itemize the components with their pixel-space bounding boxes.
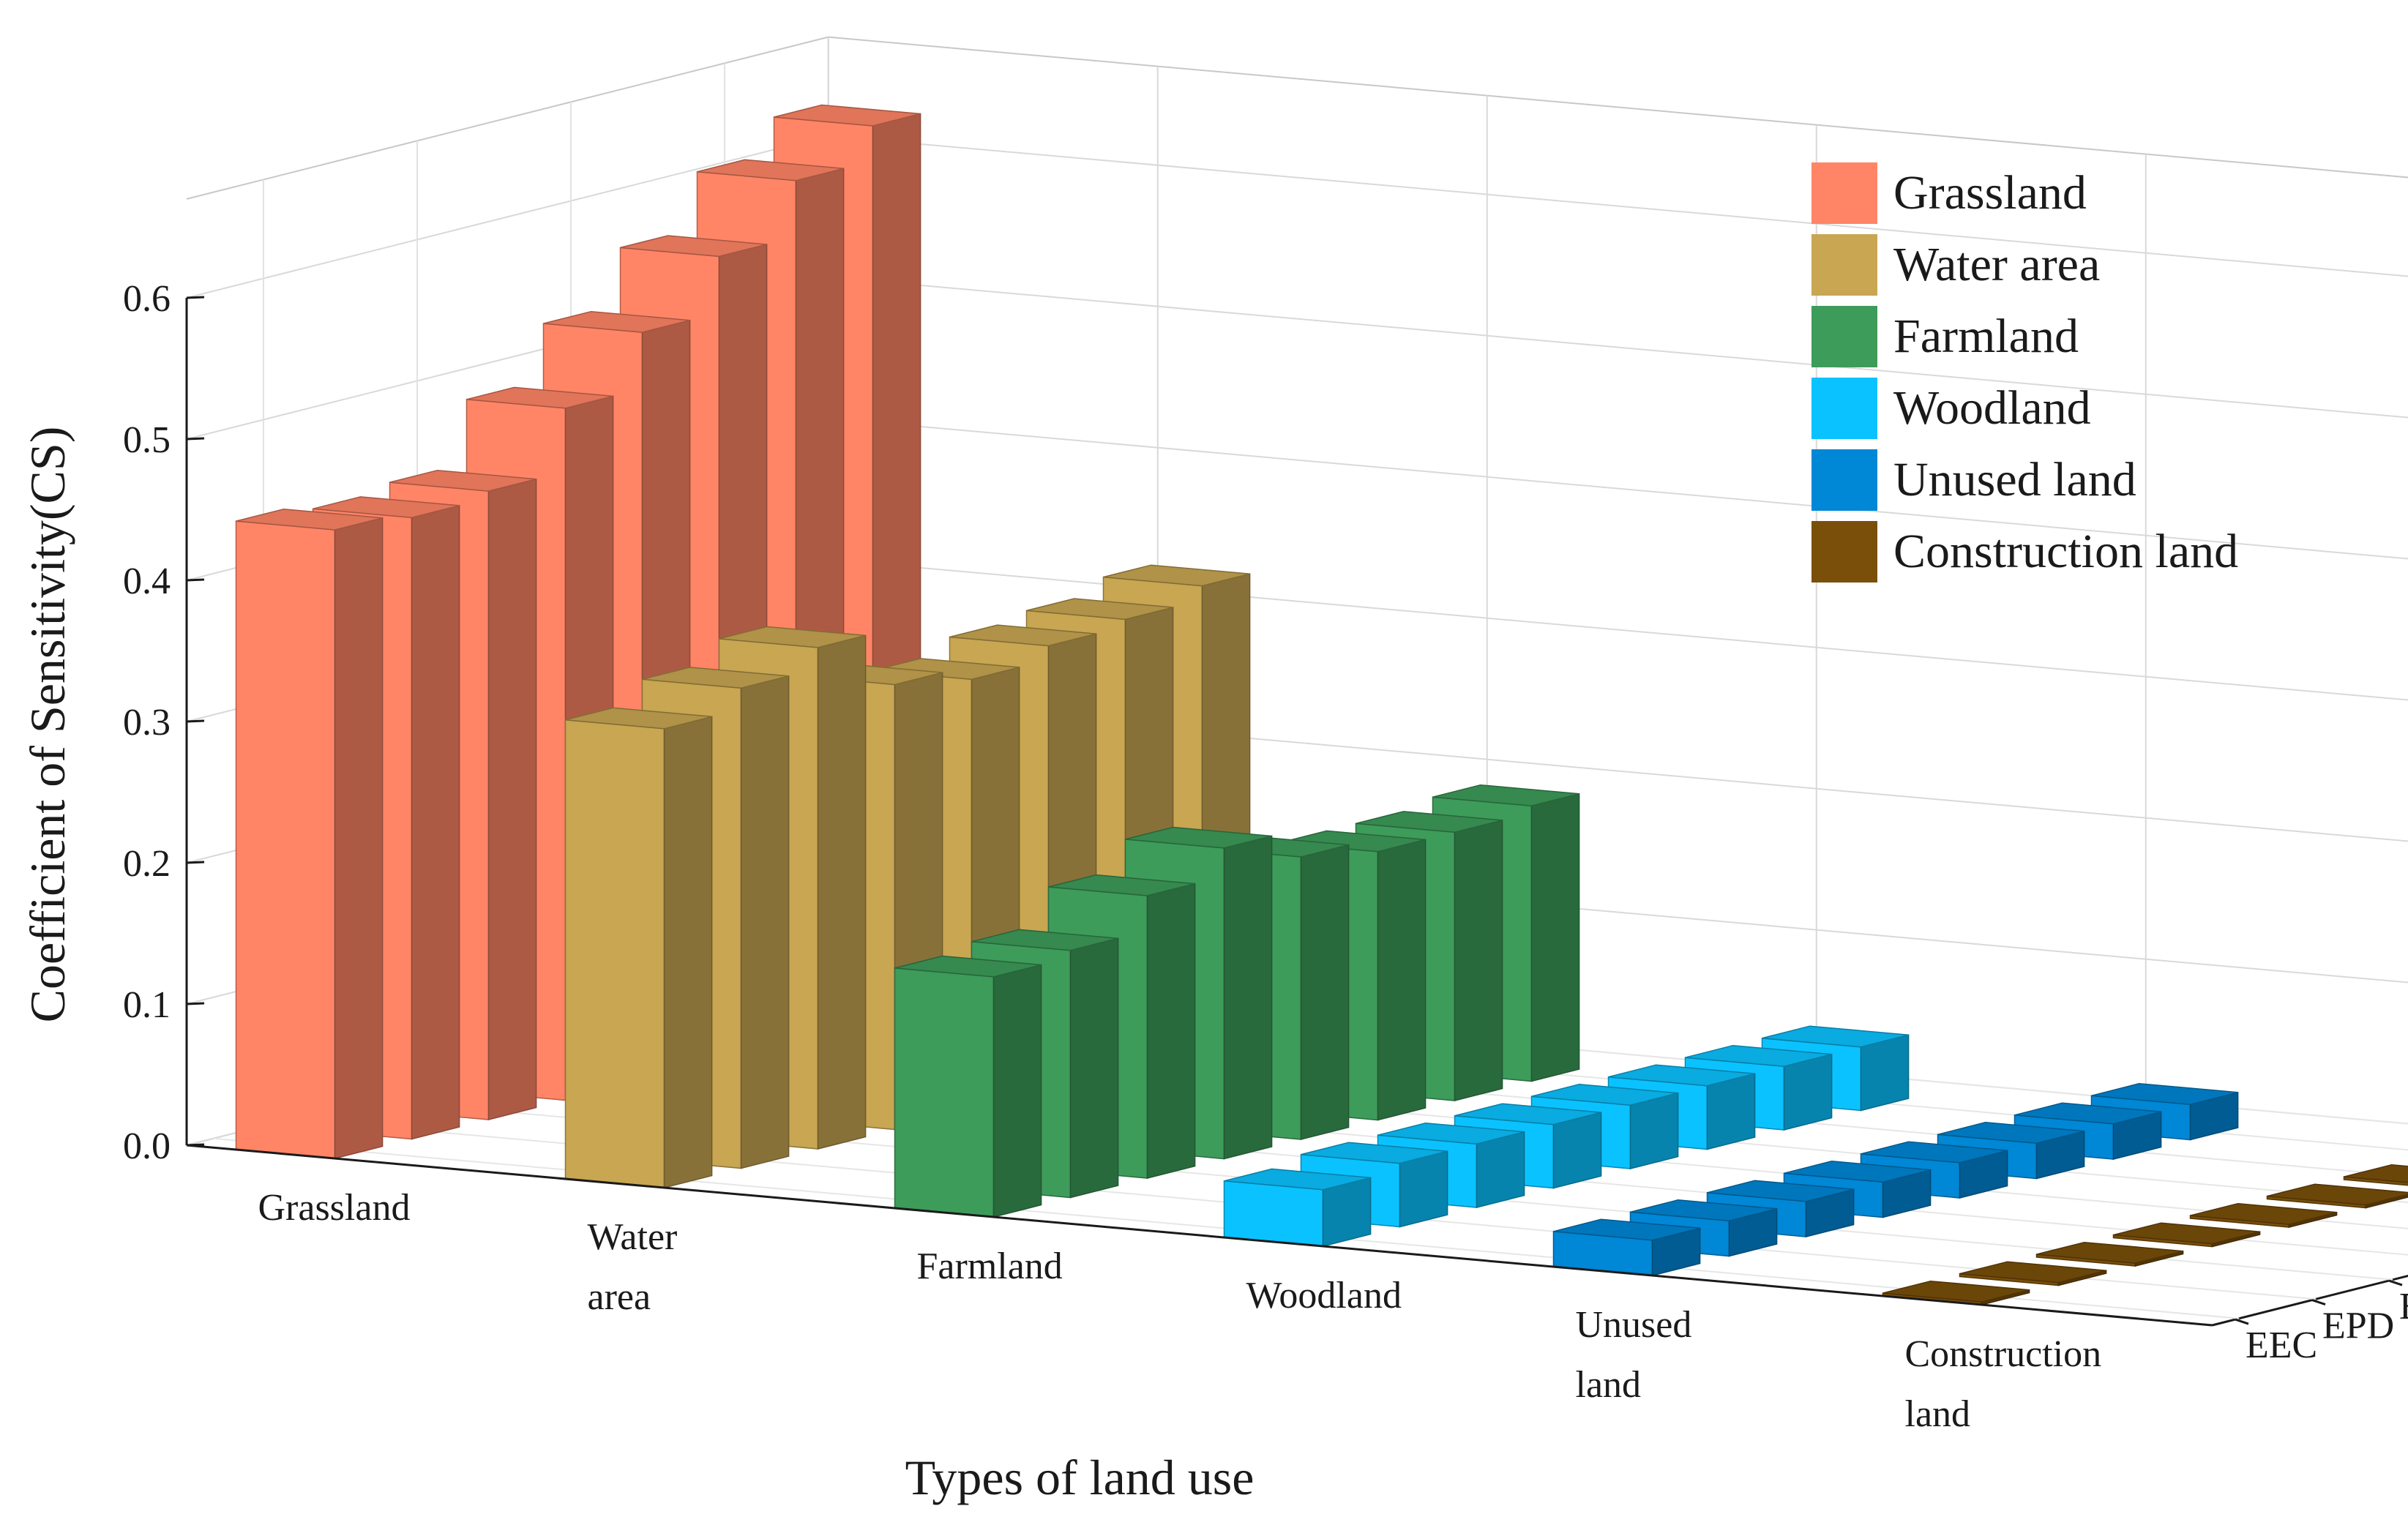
depth-tick-label-ed: ED	[2399, 1286, 2408, 1327]
chart-legend: Grassland Water area Farmland Woodland Unuse…	[1811, 162, 2238, 582]
y-tick-mark	[187, 1003, 204, 1004]
x-tick-label-grassland: Grassland	[258, 1187, 411, 1229]
bar-construction-land-epd	[1960, 1262, 2106, 1285]
bar-front-face	[895, 968, 994, 1217]
bar-front-face	[1224, 1181, 1323, 1246]
legend-item-construction-land: Construction land	[1811, 521, 2238, 582]
legend-label: Farmland	[1893, 310, 2079, 363]
bar-side-face	[1554, 1112, 1601, 1188]
y-tick-mark	[187, 721, 204, 722]
bar-woodland-eec	[1224, 1169, 1371, 1246]
depth-tick-mark	[2312, 1300, 2325, 1305]
bar-side-face	[665, 716, 712, 1188]
x-tick-label-farmland: Farmland	[917, 1245, 1063, 1287]
legend-swatch	[1811, 162, 1877, 224]
legend-item-water-area: Water area	[1811, 234, 2100, 296]
y-tick-label: 0.2	[123, 843, 171, 885]
bar-side-face	[1301, 845, 1349, 1139]
bar-side-face	[1477, 1132, 1525, 1207]
bar-side-face	[412, 506, 460, 1139]
depth-tick-mark	[2389, 1281, 2402, 1285]
bar-construction-land-2020	[2114, 1223, 2260, 1246]
x-axis-title: Types of land use	[905, 1450, 1255, 1505]
y-tick-label: 0.4	[123, 561, 171, 602]
bar-side-face	[1708, 1074, 1755, 1149]
y-tick-mark	[187, 862, 204, 863]
legend-swatch	[1811, 306, 1877, 367]
bar-water-area-eec	[566, 708, 712, 1188]
legend-swatch	[1811, 521, 1877, 582]
bar-side-face	[1148, 884, 1195, 1178]
bar-side-face	[1532, 794, 1579, 1082]
legend-swatch	[1811, 449, 1877, 511]
bar-farmland-eec	[895, 956, 1042, 1218]
legend-label: Woodland	[1893, 381, 2091, 435]
legend-label: Water area	[1893, 238, 2100, 291]
legend-swatch	[1811, 234, 1877, 296]
bar-side-face	[1631, 1093, 1678, 1169]
y-tick-label: 0.5	[123, 419, 171, 461]
bar-side-face	[1071, 938, 1118, 1197]
bar-side-face	[1224, 836, 1272, 1159]
y-tick-label: 0.3	[123, 702, 171, 743]
bar-side-face	[994, 965, 1042, 1218]
y-tick-label: 0.1	[123, 984, 171, 1026]
bar-construction-land-ed	[2037, 1243, 2183, 1266]
bar-side-face	[818, 635, 866, 1149]
bar-construction-land-eec	[1883, 1281, 2030, 1305]
bar-side-face	[489, 479, 536, 1120]
legend-item-grassland: Grassland	[1811, 162, 2087, 224]
bar-side-face	[1378, 839, 1426, 1120]
bar-side-face	[741, 676, 789, 1169]
depth-tick-mark	[2235, 1319, 2248, 1324]
legend-label: Grassland	[1893, 166, 2087, 220]
bar-side-face	[1455, 820, 1503, 1101]
legend-label: Unused land	[1893, 453, 2136, 506]
legend-label: Construction land	[1893, 525, 2238, 578]
bar-side-face	[335, 518, 383, 1158]
y-tick-mark	[187, 297, 204, 298]
y-tick-label: 0.0	[123, 1125, 171, 1167]
x-tick-label-woodland: Woodland	[1246, 1275, 1402, 1316]
depth-tick-label-epd: EPD	[2322, 1305, 2394, 1347]
bar-front-face	[236, 521, 335, 1158]
y-axis-title: Coefficient of Sensitivity(CS)	[20, 427, 75, 1023]
legend-item-unused-land: Unused land	[1811, 449, 2136, 511]
depth-tick-label-eec: EEC	[2246, 1325, 2317, 1366]
y-tick-label: 0.6	[123, 278, 171, 320]
legend-item-farmland: Farmland	[1811, 306, 2079, 367]
bar-construction-land-2010	[2191, 1204, 2337, 1227]
bar-grassland-eec	[236, 509, 383, 1158]
bar-unused-land-eec	[1554, 1219, 1700, 1275]
bar-construction-land-2000	[2267, 1184, 2408, 1207]
bar-construction-land-1990	[2344, 1165, 2408, 1188]
legend-swatch	[1811, 378, 1877, 439]
bar-side-face	[1400, 1151, 1448, 1226]
y-tick-mark	[187, 438, 204, 439]
legend-item-woodland: Woodland	[1811, 378, 2091, 439]
bar-side-face	[1861, 1035, 1909, 1110]
bar-front-face	[566, 720, 665, 1188]
bar-side-face	[1784, 1054, 1832, 1130]
